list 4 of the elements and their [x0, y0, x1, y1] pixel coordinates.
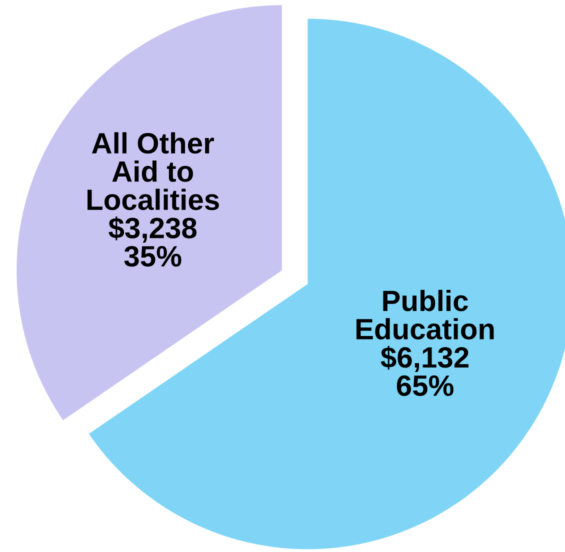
slice-label: Public Education [356, 290, 494, 340]
data-label: $3,238 35% [108, 216, 197, 267]
data-label: $6,132 65% [380, 346, 468, 396]
slice-label: All Other Aid to Localities [88, 132, 219, 210]
